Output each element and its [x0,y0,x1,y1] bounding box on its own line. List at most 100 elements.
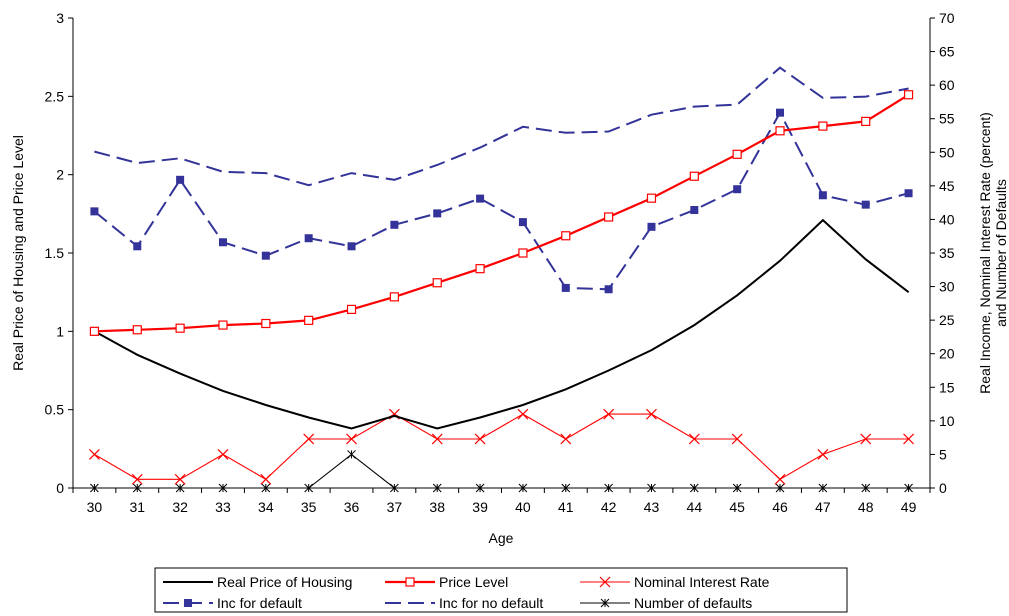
right-y-tick-label: 45 [939,178,955,194]
data-point-number-of-defaults [175,483,185,493]
series-line-number-of-defaults [94,453,909,489]
data-point-inc-for-default [604,285,613,294]
data-point-nominal-interest-rate [774,473,786,485]
data-point-inc-for-default [861,200,870,209]
data-point-number-of-defaults [818,483,828,493]
right-y-tick-label: 15 [939,379,955,395]
data-point-inc-for-default [133,242,142,251]
data-point-number-of-defaults [518,483,528,493]
data-point-inc-for-default [218,238,227,247]
x-axis-label: Age [489,530,514,546]
legend-label-number-of-defaults: Number of defaults [634,595,752,611]
data-point-inc-for-default [347,242,356,251]
data-point-inc-for-default [561,283,570,292]
data-point-price-level [561,231,571,241]
data-point-nominal-interest-rate [431,433,443,445]
data-point-price-level [903,90,914,100]
x-tick-label: 41 [558,499,574,515]
data-point-nominal-interest-rate [474,433,486,445]
data-point-price-level [261,318,271,329]
left-y-tick-label: 1 [56,323,64,339]
x-tick-label: 44 [687,499,703,515]
right-y-axis-label-line2: and Number of Defaults [993,179,1009,327]
x-tick-label: 47 [815,499,831,515]
x-tick-label: 46 [772,499,788,515]
x-tick-label: 43 [644,499,660,515]
data-point-number-of-defaults [904,483,913,493]
legend-item-price-level: Price Level [385,574,508,590]
series-price-level [89,90,914,336]
right-y-tick-label: 55 [939,111,955,127]
data-point-price-level [346,304,357,314]
legend-item-real-price-of-housing: Real Price of Housing [163,574,352,590]
legend-label-real-price-of-housing: Real Price of Housing [217,574,352,590]
data-point-inc-for-default [904,189,913,198]
data-point-number-of-defaults [732,483,742,493]
data-point-price-level [432,278,442,288]
series-line-inc-for-no-default [94,66,909,187]
legend-label-inc-for-default: Inc for default [217,595,302,611]
data-point-price-level [818,121,828,131]
data-point-nominal-interest-rate [260,473,272,485]
data-point-nominal-interest-rate [131,473,143,485]
x-tick-label: 45 [729,499,745,515]
x-tick-label: 37 [387,499,403,515]
data-point-nominal-interest-rate [560,433,572,445]
right-y-tick-label: 40 [939,211,955,227]
data-point-inc-for-default [304,234,313,243]
data-point-price-level [89,326,100,336]
legend-marker-price-level [405,577,415,587]
data-point-nominal-interest-rate [646,408,657,420]
legend-label-inc-for-no-default: Inc for no default [439,595,543,611]
x-tick-label: 32 [172,499,188,515]
data-point-nominal-interest-rate [346,433,357,445]
data-point-number-of-defaults [475,483,485,493]
legend-marker-number-of-defaults [600,598,610,608]
data-point-number-of-defaults [861,483,871,493]
data-point-price-level [604,212,614,222]
x-tick-label: 48 [858,499,874,515]
data-point-inc-for-default [176,175,185,184]
right-y-tick-label: 30 [939,279,955,295]
data-point-price-level [389,292,399,302]
legend-item-number-of-defaults: Number of defaults [580,595,752,611]
series-number-of-defaults [90,450,913,493]
data-point-price-level [518,248,528,258]
data-point-nominal-interest-rate [731,433,743,445]
data-point-inc-for-default [690,206,699,215]
x-tick-label: 30 [87,499,103,515]
x-tick-label: 40 [515,499,531,515]
data-point-inc-for-default [476,194,485,203]
x-tick-label: 35 [301,499,317,515]
data-point-number-of-defaults [647,483,656,493]
data-point-number-of-defaults [775,483,785,493]
right-y-tick-label: 0 [939,480,947,496]
right-y-tick-label: 65 [939,44,955,60]
series-line-nominal-interest-rate [94,413,909,480]
data-point-inc-for-default [818,191,827,200]
data-point-inc-for-default [390,220,399,229]
right-y-tick-label: 35 [939,245,955,261]
series-inc-for-no-default [94,66,909,187]
data-point-number-of-defaults [347,450,356,459]
data-point-number-of-defaults [689,483,699,493]
legend-frame [154,567,848,613]
legend-marker-nominal-interest-rate [599,576,611,588]
series-inc-for-default [90,108,913,294]
data-point-price-level [475,264,485,274]
x-tick-label: 33 [215,499,231,515]
left-y-tick-label: 2.5 [45,88,65,104]
left-y-axis-label: Real Price of Housing and Price Level [10,135,26,371]
data-point-number-of-defaults [261,483,271,493]
data-point-nominal-interest-rate [903,433,914,445]
series-line-price-level [94,93,910,333]
x-tick-label: 39 [472,499,488,515]
data-point-price-level [732,149,742,159]
x-tick-label: 38 [429,499,445,515]
data-point-inc-for-default [647,222,656,231]
data-point-number-of-defaults [218,483,228,493]
data-point-inc-for-default [90,207,99,216]
data-point-nominal-interest-rate [517,408,529,420]
legend-label-price-level: Price Level [439,574,508,590]
